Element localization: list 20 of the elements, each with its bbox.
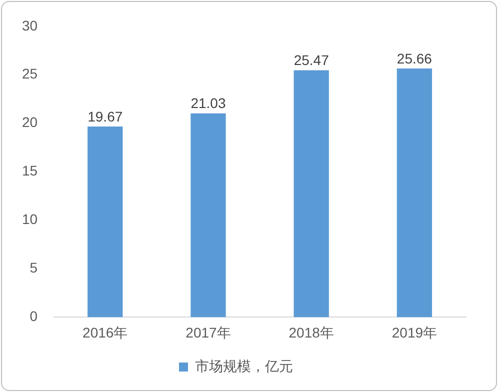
bar [294, 70, 329, 318]
y-tick-label: 5 [30, 260, 38, 276]
data-label: 21.03 [190, 95, 226, 112]
y-tick-label: 0 [30, 308, 38, 324]
x-tick-label: 2018年 [288, 324, 334, 340]
y-tick-label: 30 [22, 17, 38, 34]
x-tick-label: 2019年 [392, 324, 438, 340]
y-tick-label: 15 [22, 162, 38, 179]
data-label: 19.67 [88, 108, 123, 124]
x-tick-label: 2017年 [186, 324, 231, 340]
data-label: 25.66 [396, 50, 432, 66]
data-label: 25.47 [294, 52, 330, 68]
legend-label: 市场规模，亿元 [195, 358, 293, 374]
bar [190, 113, 226, 318]
y-tick-label: 10 [22, 211, 38, 228]
y-tick-label: 25 [22, 66, 38, 82]
x-tick-label: 2016年 [82, 324, 128, 340]
bar [396, 68, 432, 318]
y-tick-label: 20 [22, 114, 38, 130]
bar [88, 126, 123, 318]
